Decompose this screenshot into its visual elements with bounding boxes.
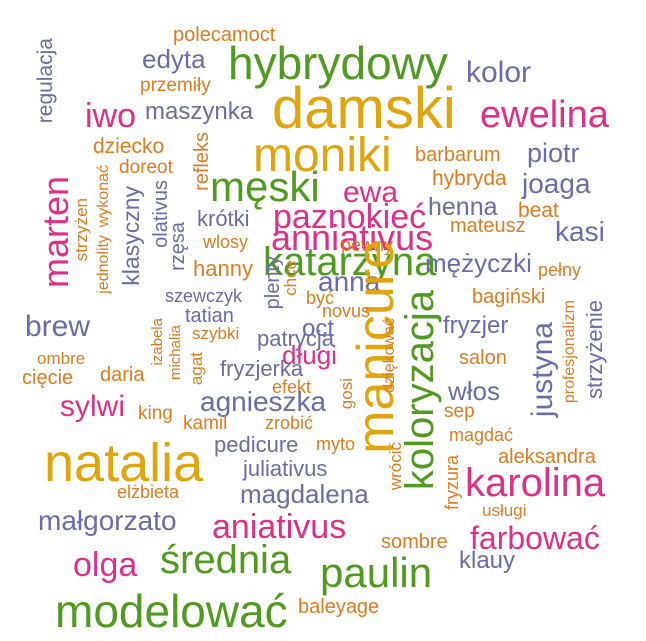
word: mężyczki <box>425 248 532 278</box>
word: szybki <box>192 324 240 343</box>
word: krótki <box>197 206 250 231</box>
word: włos <box>448 376 501 406</box>
word: brew <box>25 310 91 343</box>
word: plenty <box>262 256 284 310</box>
word: myto <box>316 434 356 454</box>
word: mateusz <box>450 215 526 237</box>
word: sep <box>444 401 475 422</box>
word: refleks <box>191 132 213 191</box>
word: sombre <box>381 531 448 553</box>
word: chce <box>281 260 300 296</box>
word: king <box>138 403 173 424</box>
word: pedicure <box>214 432 299 457</box>
word: strzyżen <box>72 198 91 262</box>
word: wlosy <box>203 232 249 252</box>
word: oct <box>302 315 335 342</box>
word: henna <box>428 193 498 221</box>
word: izabela <box>149 318 166 366</box>
word: regulacja <box>34 38 57 124</box>
word: efekt <box>272 377 312 397</box>
word: olga <box>73 546 138 584</box>
word: wrócić <box>386 442 405 491</box>
word: paulin <box>320 549 433 596</box>
word: karolina <box>465 461 606 505</box>
word: być <box>306 288 335 308</box>
word: dziękować <box>381 318 398 393</box>
word: bagiński <box>472 286 546 308</box>
word: usługi <box>482 501 527 520</box>
word: klasyczny <box>118 186 144 286</box>
word: długi <box>282 340 337 370</box>
word: patrycja <box>257 326 335 351</box>
word: zrobić <box>265 413 314 433</box>
word: męski <box>210 163 320 210</box>
word: damski <box>272 76 456 141</box>
word: małgorzato <box>38 505 177 536</box>
word: dziecko <box>93 135 165 158</box>
word: salon <box>459 347 507 369</box>
word: fryzjerka <box>220 356 304 381</box>
word: rzęsa <box>167 222 189 271</box>
word: doreot <box>119 157 173 178</box>
word: aleksandra <box>498 446 596 468</box>
word: katarzyna <box>263 240 437 284</box>
word: aniativus <box>212 508 347 546</box>
word: moniki <box>253 129 392 182</box>
word: sylwi <box>60 390 125 423</box>
word: kamil <box>183 413 228 434</box>
word: fryzura <box>442 455 462 511</box>
word: agat <box>187 352 206 386</box>
word: baleyage <box>298 596 380 618</box>
word: tatian <box>185 305 234 327</box>
word: magdalena <box>240 479 369 509</box>
word: marten <box>35 176 76 289</box>
word: pełny <box>538 260 582 280</box>
word: barbarum <box>415 144 501 166</box>
word: polecamoct <box>173 24 276 46</box>
word: ewelina <box>480 94 609 136</box>
word: przemiły <box>140 75 211 96</box>
word: joaga <box>522 168 591 199</box>
word: cięcie <box>22 367 74 389</box>
word: pewny <box>341 235 394 255</box>
word: agnieszka <box>200 386 327 417</box>
word: magdać <box>449 425 514 445</box>
word: michalia <box>167 325 184 381</box>
word: hanny <box>193 256 253 281</box>
word: ewa <box>343 176 399 209</box>
word: klauy <box>459 547 516 574</box>
word: średnia <box>160 538 292 582</box>
word: szewczyk <box>165 286 243 306</box>
word: fryzjer <box>443 312 509 339</box>
word: hybryda <box>432 167 507 190</box>
word: gosi <box>337 378 356 410</box>
word: ombre <box>37 349 86 368</box>
word: iwo <box>85 97 137 135</box>
word: paznokieć <box>273 198 427 236</box>
word: natalia <box>44 433 204 493</box>
word: juliativus <box>243 456 328 481</box>
word: novus <box>322 301 371 321</box>
word: jednolity <box>95 235 112 294</box>
word: edyta <box>142 44 206 74</box>
word: profesjonalizm <box>561 300 578 404</box>
word: beat <box>518 199 559 222</box>
word: farbować <box>470 520 600 556</box>
word: hybrydowy <box>228 37 448 89</box>
word: anniativus <box>271 217 434 258</box>
word: kasi <box>555 216 605 247</box>
word: daria <box>100 364 145 386</box>
word: kolor <box>466 56 532 89</box>
word: koloryzacja <box>398 290 442 491</box>
word: justyna <box>526 322 559 418</box>
word: piotr <box>527 138 580 168</box>
word: strzyżenie <box>582 300 607 400</box>
word: modelować <box>55 585 288 637</box>
word: elżbieta <box>117 482 180 502</box>
word: maszynka <box>145 98 254 125</box>
word: anna <box>318 266 381 297</box>
word: wykonać <box>95 165 112 228</box>
